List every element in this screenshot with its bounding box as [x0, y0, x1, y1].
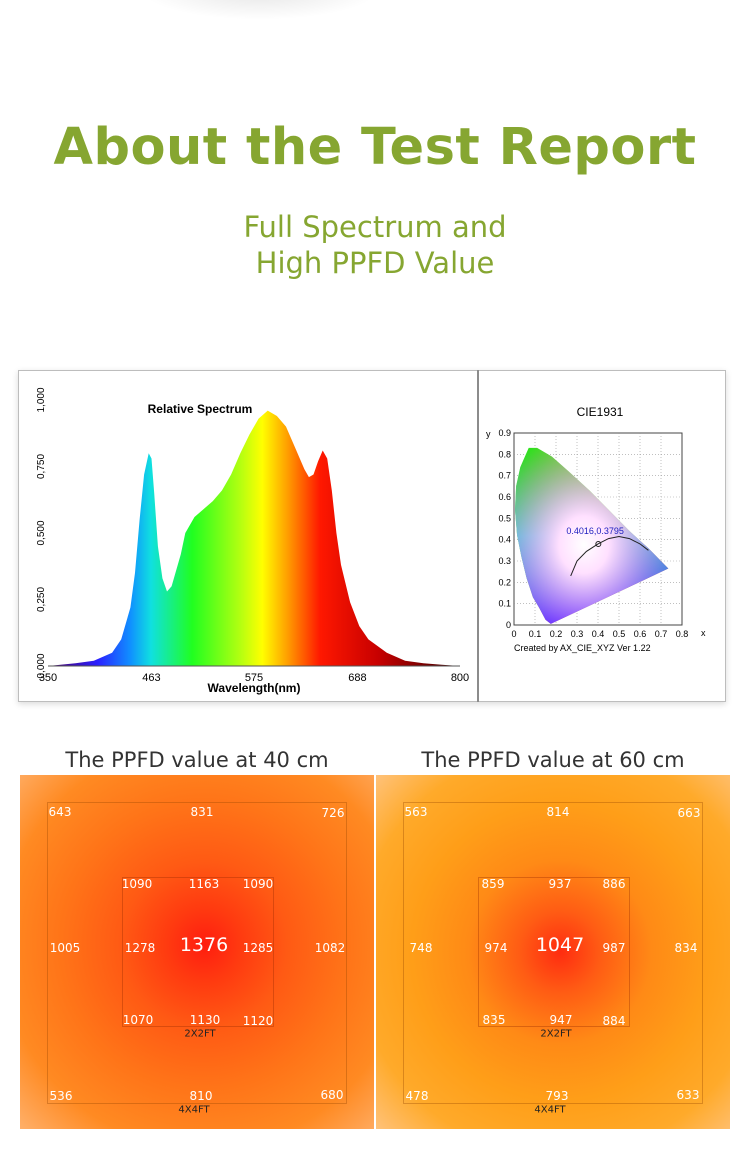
spectrum-y-tick-label: 0,000: [36, 653, 47, 678]
ppfd-inner-value: 1120: [242, 1014, 274, 1028]
cie-y-tick-label: 0.9: [498, 428, 511, 438]
zone-2x2ft-label: 2X2FT: [540, 1028, 572, 1040]
ppfd-60cm-caption: The PPFD value at 60 cm: [421, 748, 685, 772]
ppfd-outer-value: 834: [674, 941, 698, 955]
ppfd-center-value: 1376: [179, 934, 229, 956]
ppfd-outer-value: 1082: [314, 941, 346, 955]
ppfd-outer-value: 748: [409, 941, 433, 955]
ppfd-inner-value: 974: [484, 941, 508, 955]
cie-x-tick-label: 0.7: [655, 629, 668, 639]
spectrum-y-tick-label: 0,750: [36, 454, 47, 479]
ppfd-inner-value: 886: [602, 877, 626, 891]
ppfd-inner-value: 987: [602, 941, 626, 955]
ppfd-inner-value: 1090: [121, 877, 153, 891]
zone-4x4ft-label: 4X4FT: [534, 1104, 566, 1116]
ppfd-outer-value: 814: [546, 805, 570, 819]
ppfd-inner-value: 1130: [189, 1013, 221, 1027]
cie-x-tick-label: 0.6: [634, 629, 647, 639]
spectrum-xlabel: Wavelength(nm): [208, 681, 301, 695]
spectrum-x-tick-label: 688: [348, 672, 366, 684]
planckian-locus: [570, 535, 649, 577]
ppfd-map-60cm: 563 814 663 748 834 478 793 633 859 937 886 974 987 8…: [376, 775, 730, 1129]
cie-y-tick-label: 0.8: [498, 449, 511, 459]
cie-x-tick-label: 0.8: [676, 629, 689, 639]
ppfd-inner-value: 859: [481, 877, 505, 891]
cie-x-tick-label: 0.4: [592, 629, 605, 639]
ppfd-inner-value: 937: [548, 877, 572, 891]
map-separator: [374, 775, 376, 1129]
chromaticity-label: 0.4016,0.3795: [566, 526, 624, 536]
spectrum-y-tick-label: 0,250: [36, 587, 47, 612]
ppfd-outer-value: 680: [320, 1088, 344, 1102]
spectrum-x-tick-label: 800: [451, 672, 469, 684]
cie-x-tick-label: 0.3: [571, 629, 584, 639]
ppfd-inner-value: 1090: [242, 877, 274, 891]
spectrum-x-tick-label: 463: [142, 672, 160, 684]
ppfd-outer-value: 810: [189, 1089, 213, 1103]
ppfd-outer-value: 663: [677, 806, 701, 820]
subtitle-line-1: Full Spectrum and: [243, 210, 507, 244]
ppfd-outer-value: 726: [321, 806, 345, 820]
spectrum-x-tick-label: 350: [39, 672, 57, 684]
zone-4x4ft-outline: [47, 802, 347, 1104]
spectrum-x-tick-label: 575: [245, 672, 263, 684]
cie-x-tick-label: 0.2: [550, 629, 563, 639]
ppfd-inner-value: 1278: [124, 941, 156, 955]
ppfd-outer-value: 793: [545, 1089, 569, 1103]
ppfd-inner-value: 1285: [242, 941, 274, 955]
ppfd-outer-value: 633: [676, 1088, 700, 1102]
ppfd-outer-value: 536: [49, 1089, 73, 1103]
spectrum-curve: [48, 410, 460, 666]
cie-title: CIE1931: [577, 405, 624, 419]
cie-footer: Created by AX_CIE_XYZ Ver 1.22: [514, 643, 651, 653]
spectrum-y-tick-label: 0,500: [36, 520, 47, 545]
ppfd-inner-value: 947: [549, 1013, 573, 1027]
ppfd-inner-value: 1163: [188, 877, 220, 891]
ppfd-40cm-caption: The PPFD value at 40 cm: [65, 748, 329, 772]
zone-2x2ft-outline: [122, 877, 274, 1027]
zone-2x2ft-outline: [478, 877, 630, 1027]
ppfd-outer-value: 563: [404, 805, 428, 819]
ppfd-map-40cm: 643 831 726 1005 1082 536 810 680 1090 1163 1090 12…: [20, 775, 374, 1129]
zone-4x4ft-label: 4X4FT: [178, 1104, 210, 1116]
cie-y-tick-label: 0.1: [498, 599, 511, 609]
ppfd-center-value: 1047: [535, 934, 585, 956]
cie-x-tick-label: 0.5: [613, 629, 626, 639]
relative-spectrum-chart: Relative Spectrum 0,000 0,250 0,500 0,750 1,…: [36, 387, 469, 695]
cie-y-tick-label: 0: [506, 620, 511, 630]
cie-y-tick-label: 0.3: [498, 556, 511, 566]
cie-y-tick-label: 0.7: [498, 471, 511, 481]
cie-y-axis-label: y: [486, 429, 491, 439]
panel-divider: [477, 370, 479, 702]
ppfd-inner-value: 884: [602, 1014, 626, 1028]
zone-4x4ft-outline: [403, 802, 703, 1104]
spectrum-title: Relative Spectrum: [148, 402, 253, 416]
chromaticity-point: [595, 541, 602, 548]
cie-x-axis-label: x: [701, 628, 706, 638]
cie-y-tick-label: 0.2: [498, 577, 511, 587]
cie-locus-white-shade: [515, 447, 669, 624]
spectrum-y-tick-label: 1,000: [36, 387, 47, 412]
subtitle-line-2: High PPFD Value: [255, 246, 495, 280]
ppfd-outer-value: 478: [405, 1089, 429, 1103]
cie-y-tick-label: 0.5: [498, 513, 511, 523]
cie-y-tick-label: 0.6: [498, 492, 511, 502]
ppfd-outer-value: 643: [48, 805, 72, 819]
zone-2x2ft-label: 2X2FT: [184, 1028, 216, 1040]
ppfd-inner-value: 1070: [122, 1013, 154, 1027]
cie-y-tick-label: 0.4: [498, 535, 511, 545]
page-title: About the Test Report: [53, 118, 697, 177]
ppfd-outer-value: 1005: [49, 941, 81, 955]
ppfd-inner-value: 835: [482, 1013, 506, 1027]
cie-x-tick-label: 0: [511, 629, 516, 639]
product-shadow: [140, 0, 380, 20]
cie-x-tick-label: 0.1: [529, 629, 542, 639]
cie1931-chart: CIE1931 0 0.1 0.2 0.3 0.4 0.5 0.6 0.7 0.8 0 0.1 0.2…: [486, 405, 706, 653]
ppfd-outer-value: 831: [190, 805, 214, 819]
